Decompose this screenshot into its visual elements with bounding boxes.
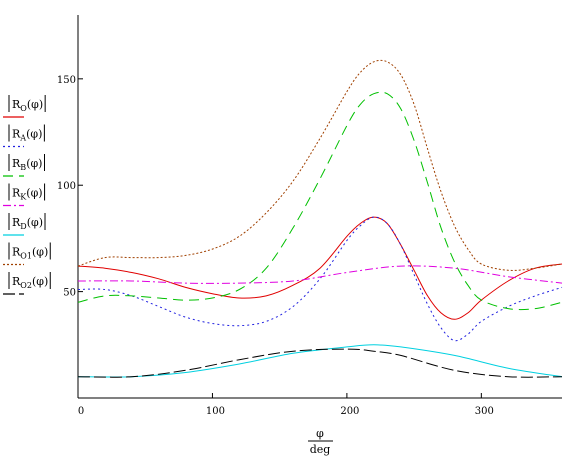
x-axis-label: φ deg	[308, 427, 333, 456]
series-line-d	[77, 344, 563, 378]
legend-entry-o1: RO1(φ)	[3, 242, 51, 266]
legend: RO(φ) RA(φ) RB(φ) RK(φ) RD(φ) RO1(φ) RO2(φ)	[3, 95, 51, 295]
axes	[77, 15, 562, 399]
x-tick-label: 300	[475, 406, 494, 417]
y-axis-ticks: 50 100 150	[57, 75, 83, 299]
x-tick-label: 200	[340, 406, 359, 417]
y-tick-label: 150	[57, 75, 76, 86]
x-tick-label: 100	[206, 406, 225, 417]
legend-entry-o2: RO2(φ)	[3, 272, 51, 295]
legend-entry-o: RO(φ)	[3, 95, 46, 118]
legend-label: RD(φ)	[12, 216, 43, 231]
legend-entry-k: RK(φ)	[3, 183, 46, 207]
x-axis-label-denominator: deg	[310, 443, 331, 456]
y-tick-label: 100	[57, 181, 76, 192]
series-line-k	[77, 265, 563, 284]
legend-label: RB(φ)	[12, 157, 42, 172]
legend-label: RO(φ)	[12, 98, 43, 113]
series-line-b	[77, 91, 563, 311]
legend-entry-a: RA(φ)	[3, 124, 45, 148]
legend-entry-d: RD(φ)	[3, 213, 46, 236]
series-layer	[77, 59, 563, 378]
y-tick-label: 50	[63, 288, 76, 299]
legend-label: RA(φ)	[12, 128, 42, 143]
legend-label: RK(φ)	[12, 187, 43, 202]
x-tick-label: 0	[78, 406, 84, 417]
series-line-o2	[77, 348, 563, 378]
legend-label: RO1(φ)	[12, 246, 48, 261]
series-line-o	[77, 216, 563, 320]
x-axis-label-numerator: φ	[316, 427, 324, 440]
x-axis-ticks: 0 100 200 300	[77, 393, 494, 417]
series-line-o1	[77, 59, 563, 271]
series-line-a	[77, 216, 563, 342]
legend-entry-b: RB(φ)	[3, 154, 45, 177]
legend-label: RO2(φ)	[12, 275, 48, 290]
